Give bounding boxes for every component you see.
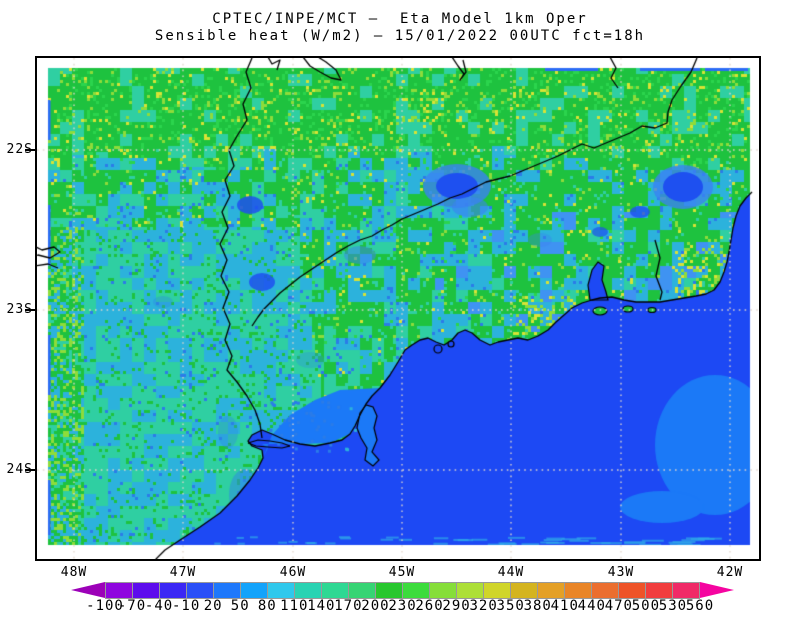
colorbar-segment — [160, 583, 187, 598]
colorbar-segment — [187, 583, 214, 598]
colorbar-segment — [619, 583, 646, 598]
colorbar-tick-label: 290 — [442, 598, 471, 614]
colorbar-segment — [457, 583, 484, 598]
colorbar-tick-label: 320 — [469, 598, 498, 614]
colorbar-tick-label: 50 — [230, 598, 250, 614]
colorbar-tick-label: 110 — [280, 598, 309, 614]
lon-tick-label: 44W — [497, 565, 525, 580]
colorbar-tick-label: -40 — [144, 598, 174, 614]
colorbar-segment — [268, 583, 295, 598]
colorbar-segment — [646, 583, 673, 598]
lat-tick-mark — [25, 149, 35, 151]
lon-tick-label: 46W — [279, 565, 307, 580]
lon-tick-label: 42W — [716, 565, 744, 580]
lon-tick-label: 47W — [169, 565, 197, 580]
colorbar-tick-label: 440 — [577, 598, 606, 614]
colorbar-segment — [430, 583, 457, 598]
colorbar-tick-label: 470 — [604, 598, 633, 614]
colorbar-segment — [592, 583, 619, 598]
colorbar-tick-label: 230 — [388, 598, 417, 614]
colorbar-tick-label: 380 — [523, 598, 552, 614]
colorbar-right-arrow — [700, 582, 734, 598]
colorbar-tick-label: 500 — [631, 598, 661, 614]
colorbar-tick-label: 350 — [496, 598, 525, 614]
colorbar-tick-label: 560 — [685, 598, 715, 614]
colorbar-tick-label: 410 — [550, 598, 579, 614]
colorbar-segment — [322, 583, 349, 598]
colorbar-segment — [241, 583, 268, 598]
colorbar-tick-label: -100 — [86, 598, 124, 614]
colorbar-segment — [295, 583, 322, 598]
lon-tick-label: 48W — [60, 565, 88, 580]
colorbar-tick-label: 200 — [361, 598, 390, 614]
colorbar-tick-label: -70 — [117, 598, 147, 614]
lat-tick-label: 22S — [6, 142, 33, 157]
colorbar-segments — [105, 582, 700, 599]
map-frame — [35, 56, 761, 561]
colorbar-tick-label: 80 — [257, 598, 277, 614]
colorbar-tick-label: -10 — [171, 598, 201, 614]
colorbar-segment — [673, 583, 699, 598]
colorbar-left-arrow — [71, 582, 105, 598]
colorbar-segment — [403, 583, 430, 598]
colorbar-tick-label: 170 — [334, 598, 363, 614]
colorbar-tick-label: 530 — [658, 598, 688, 614]
lat-tick-mark — [25, 309, 35, 311]
map-canvas — [37, 58, 759, 559]
colorbar-tick-label: 20 — [203, 598, 223, 614]
lon-tick-label: 43W — [607, 565, 635, 580]
title-line-2: Sensible heat (W/m2) — 15/01/2022 00UTC … — [154, 28, 646, 44]
colorbar-segment — [484, 583, 511, 598]
colorbar: -100 -70 -40 -10 20 50 80 110 140 170 200 230 260 290… — [71, 582, 734, 614]
colorbar-tick-label: 140 — [307, 598, 336, 614]
colorbar-segment — [376, 583, 403, 598]
lat-tick-label: 24S — [6, 462, 33, 477]
lat-tick-mark — [25, 469, 35, 471]
colorbar-segment — [538, 583, 565, 598]
colorbar-segment — [214, 583, 241, 598]
colorbar-segment — [565, 583, 592, 598]
lon-tick-label: 45W — [388, 565, 416, 580]
colorbar-segment — [511, 583, 538, 598]
lat-tick-label: 23S — [6, 302, 33, 317]
colorbar-segment — [106, 583, 133, 598]
colorbar-tick-label: 260 — [415, 598, 444, 614]
colorbar-segment — [133, 583, 160, 598]
title-line-1: CPTEC/INPE/MCT — Eta Model 1km Oper — [212, 11, 588, 27]
colorbar-segment — [349, 583, 376, 598]
